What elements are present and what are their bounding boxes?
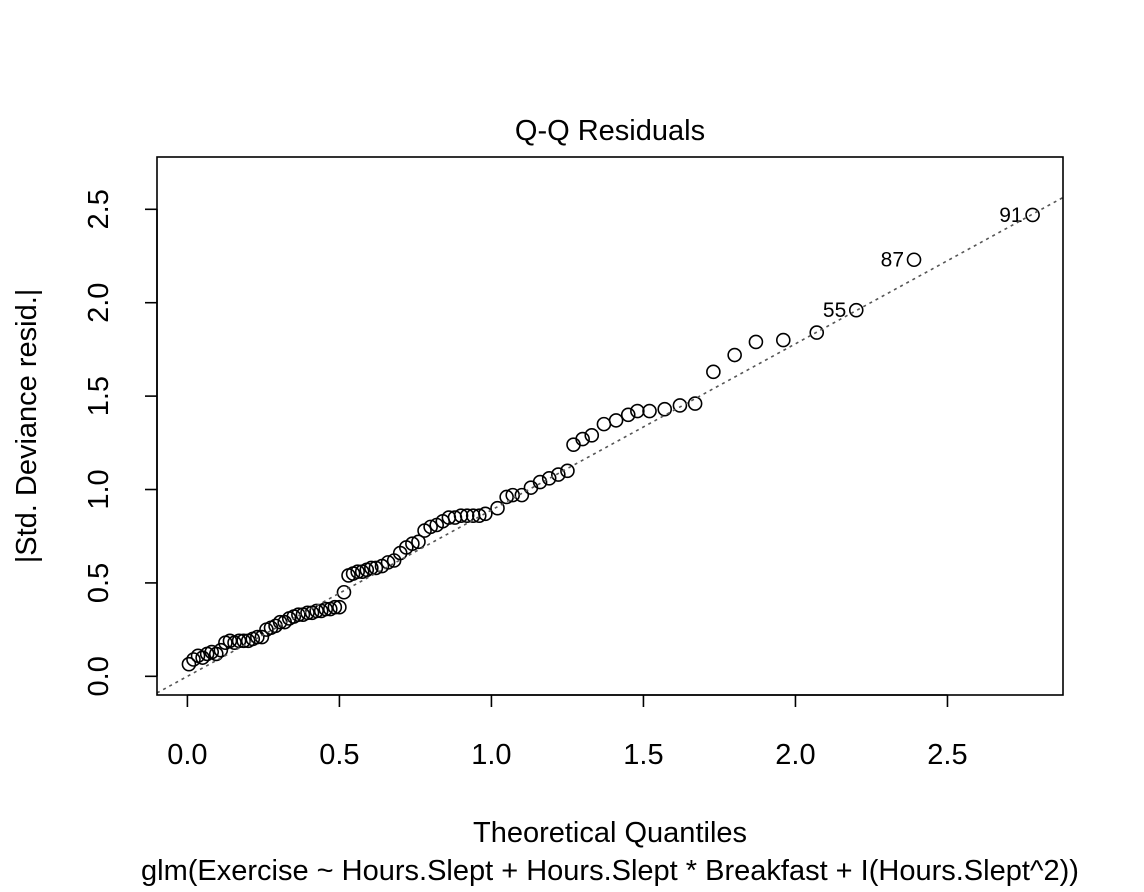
y-tick-label: 0.5	[83, 563, 115, 603]
data-point	[505, 487, 521, 503]
data-point	[250, 629, 265, 645]
x-tick-label: 2.5	[927, 739, 967, 771]
x-tick-label: 1.0	[471, 739, 511, 771]
data-point	[551, 467, 566, 482]
data-point	[327, 599, 343, 615]
x-tick-label: 0.0	[167, 739, 207, 771]
data-point	[848, 302, 864, 318]
data-point	[608, 413, 624, 428]
data-point	[254, 629, 270, 645]
x-tick-label: 1.5	[623, 739, 663, 771]
data-point	[471, 508, 487, 523]
data-point	[490, 500, 505, 516]
plot-frame	[156, 156, 1064, 696]
data-point	[499, 489, 514, 505]
point-label: 87	[881, 249, 904, 272]
data-point	[423, 519, 438, 535]
data-point	[236, 633, 251, 649]
chart-title: Q-Q Residuals	[515, 115, 705, 147]
data-point	[809, 325, 825, 340]
y-tick-label: 2.0	[83, 283, 115, 323]
qq-reference-line	[157, 196, 1063, 694]
data-point	[459, 508, 475, 523]
data-point	[380, 555, 396, 570]
data-point	[318, 601, 334, 617]
data-point	[657, 401, 673, 417]
data-point	[775, 332, 791, 348]
x-axis-label: Theoretical Quantiles	[473, 817, 747, 849]
data-point	[268, 618, 283, 634]
data-point	[186, 652, 201, 667]
data-point	[364, 560, 379, 576]
data-point	[672, 398, 688, 413]
point-label: 91	[999, 204, 1022, 227]
x-tick-label: 2.0	[775, 739, 815, 771]
data-point	[575, 431, 590, 447]
data-point	[411, 534, 426, 550]
data-point	[532, 474, 548, 490]
data-point	[181, 656, 197, 672]
y-tick-label: 0.0	[83, 656, 115, 696]
data-point	[630, 403, 645, 419]
data-point	[620, 407, 636, 423]
point-labels: 55 87 91	[823, 204, 1023, 322]
data-point	[478, 506, 493, 522]
data-point	[368, 560, 384, 576]
data-point	[405, 536, 420, 551]
data-point	[1025, 207, 1040, 223]
data-point	[906, 252, 922, 268]
data-point	[332, 599, 347, 615]
data-point	[453, 508, 469, 523]
x-axis: 0.0 0.5 1.0 1.5 2.0 2.5	[167, 694, 968, 771]
data-point	[748, 334, 764, 350]
y-tick-label: 2.5	[83, 189, 115, 229]
point-label: 55	[823, 299, 846, 322]
data-point	[213, 642, 229, 658]
data-point	[596, 416, 612, 432]
data-point	[309, 603, 324, 619]
y-axis: 0.0 0.5 1.0 1.5 2.0 2.5	[83, 189, 158, 696]
data-point	[300, 605, 315, 621]
data-point	[727, 347, 742, 363]
data-point	[687, 396, 703, 411]
data-point	[560, 463, 575, 479]
y-axis-label: |Std. Deviance resid.|	[11, 289, 43, 564]
x-tick-label: 0.5	[319, 739, 359, 771]
model-formula-caption: glm(Exercise ~ Hours.Slept + Hours.Slept…	[141, 855, 1079, 887]
data-point	[706, 364, 721, 380]
data-point	[541, 471, 557, 486]
data-point	[514, 487, 530, 503]
y-tick-label: 1.5	[83, 376, 115, 416]
data-points	[181, 207, 1040, 672]
data-point	[208, 646, 224, 662]
data-point	[350, 564, 365, 580]
data-point	[336, 584, 352, 600]
data-point	[584, 428, 600, 443]
y-tick-label: 1.0	[83, 469, 115, 509]
data-point	[291, 607, 306, 622]
data-point	[642, 403, 657, 419]
